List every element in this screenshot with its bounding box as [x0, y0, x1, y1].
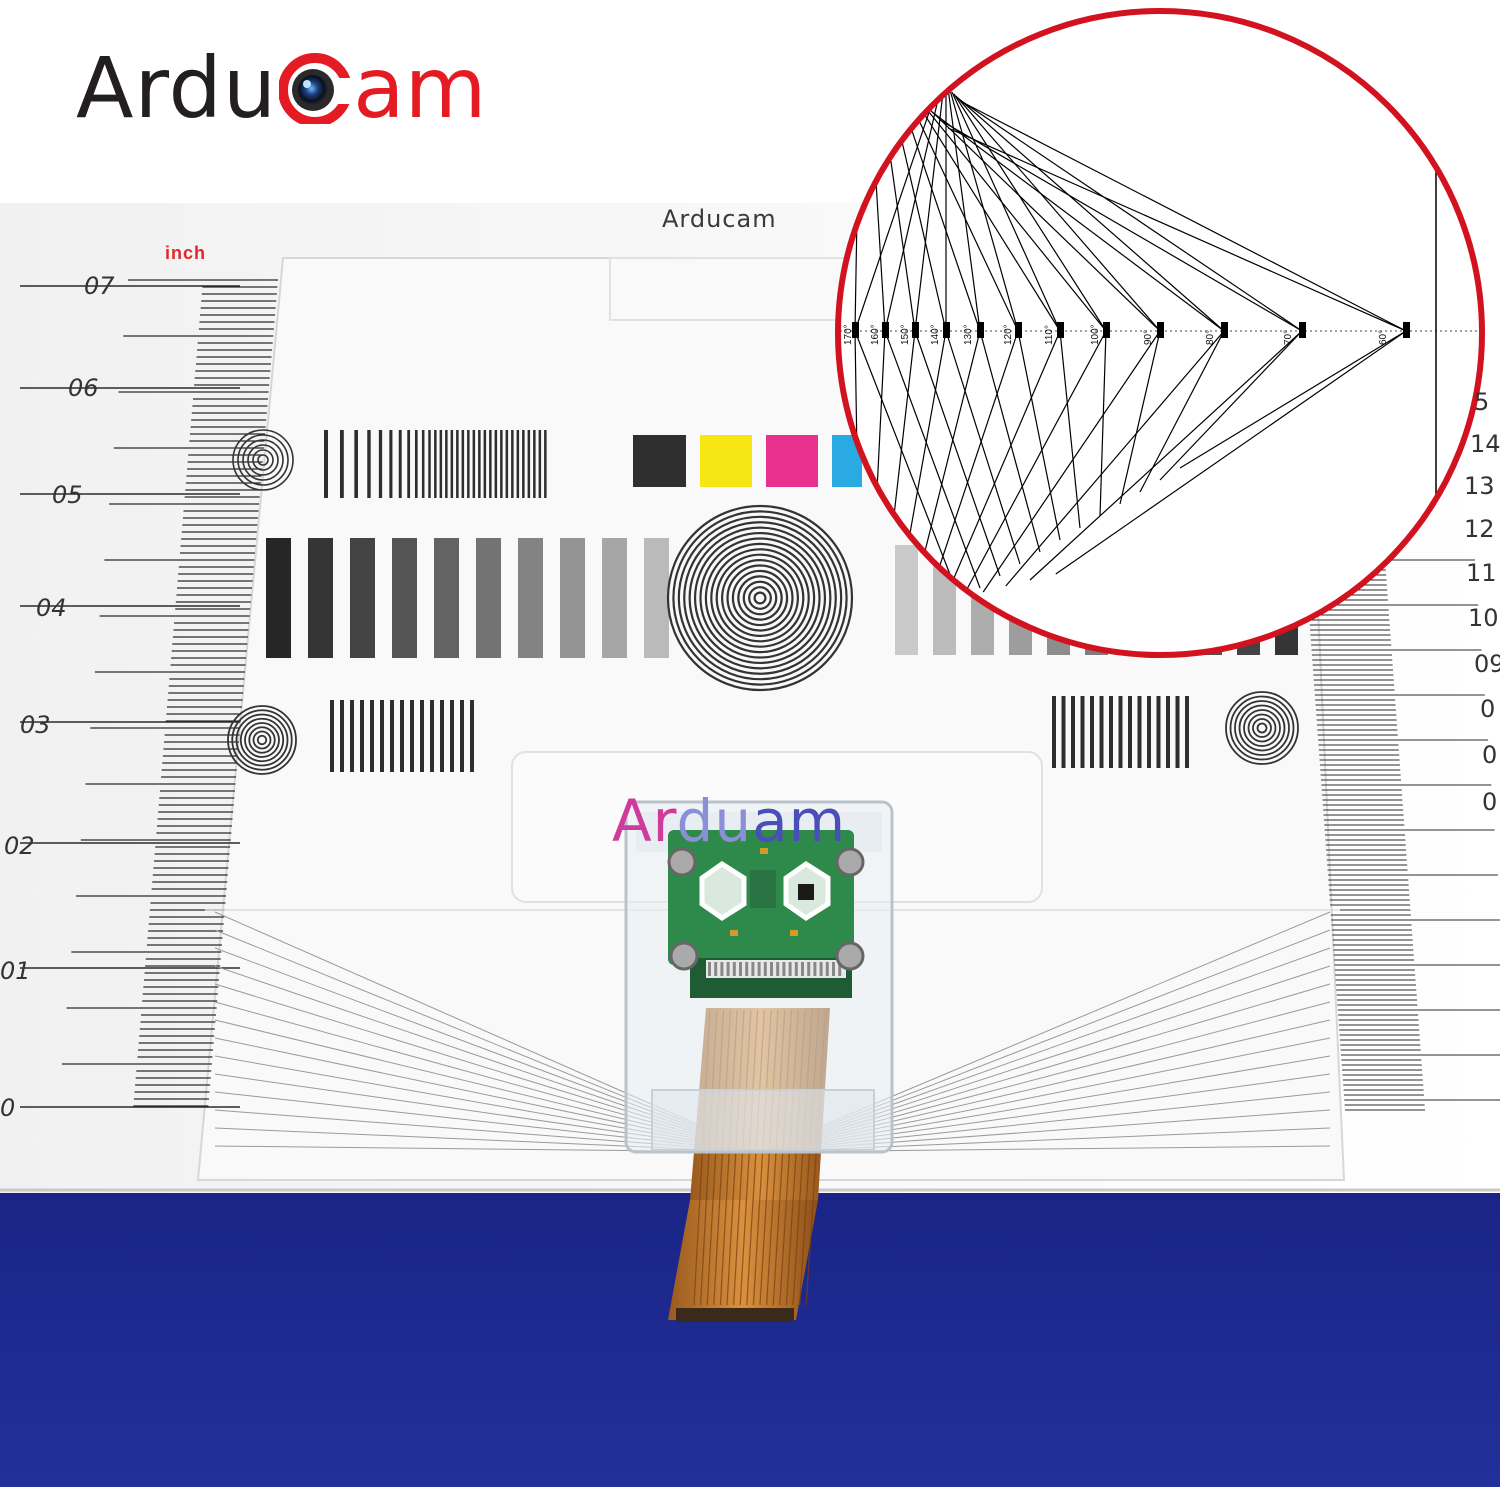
arducam-logo: Ardu am — [76, 38, 486, 138]
right-ruler-label: 11 — [1466, 559, 1497, 587]
angle-label: 170° — [843, 324, 854, 345]
right-ruler-label: 09 — [1474, 650, 1500, 678]
angle-label: 110° — [1044, 325, 1055, 345]
right-ruler-label: 12 — [1464, 515, 1495, 543]
right-ruler-label: 13 — [1464, 472, 1495, 500]
angle-label: 70° — [1283, 329, 1294, 345]
angle-label: 140° — [930, 324, 941, 345]
left-ruler-label: 05 — [52, 481, 83, 509]
right-ruler-label: 0 — [1480, 695, 1496, 723]
unit-label: inch — [165, 243, 207, 263]
chart-brand-overlay: Arduam — [612, 787, 847, 855]
swatch-magenta — [766, 435, 818, 487]
resolution-bars — [324, 430, 547, 498]
angle-label: 120° — [1003, 324, 1014, 345]
chart-header-brand: Arducam — [662, 205, 777, 233]
camera-pcb — [668, 830, 854, 998]
logo-text-red: am — [353, 39, 487, 137]
left-ruler-label: 0 — [0, 1094, 16, 1122]
resolution-bars-small — [330, 700, 474, 772]
left-ruler-label: 03 — [20, 711, 51, 739]
camera-lens-icon — [278, 52, 353, 127]
right-ruler-label: 0 — [1482, 788, 1498, 816]
left-ruler-label: 06 — [68, 374, 99, 402]
angle-label: 150° — [900, 324, 911, 345]
logo-text-dark: Ardu — [76, 39, 278, 137]
left-ruler-label: 01 — [0, 957, 31, 985]
right-ruler-label: 5 — [1474, 388, 1490, 416]
angle-label: 80° — [1205, 329, 1216, 345]
mount-screws — [667, 847, 865, 971]
swatch-yellow — [700, 435, 752, 487]
left-ruler-label: 04 — [36, 594, 67, 622]
concentric-targets — [227, 429, 1299, 775]
angle-label: 160° — [870, 324, 881, 345]
left-ruler-label: 07 — [84, 272, 115, 300]
left-ruler — [20, 279, 278, 1108]
swatch-black — [633, 435, 686, 487]
right-ruler-label: 14 — [1470, 430, 1500, 458]
angle-label: 90° — [1143, 329, 1154, 345]
angle-label: 130° — [963, 324, 974, 345]
left-ruler-label: 02 — [4, 832, 35, 860]
resolution-bars-small-right — [1052, 696, 1189, 768]
angle-label: 60° — [1378, 329, 1389, 345]
angle-label: 100° — [1090, 324, 1101, 345]
right-ruler-label: 0 — [1482, 741, 1498, 769]
right-ruler-label: 10 — [1468, 604, 1499, 632]
